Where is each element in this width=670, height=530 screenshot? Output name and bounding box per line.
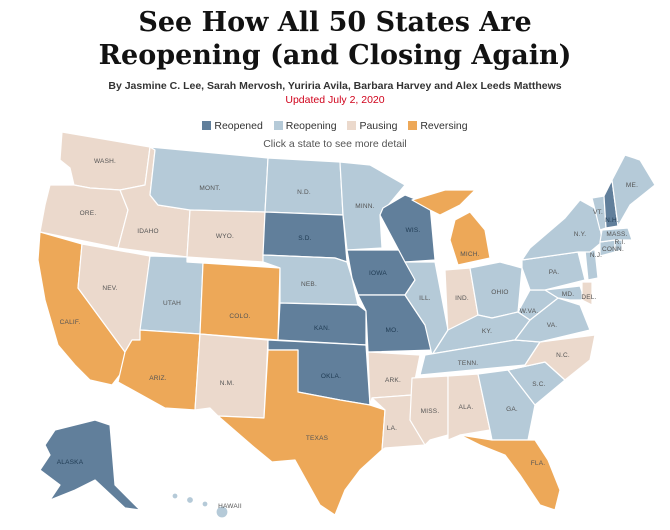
byline: By Jasmine C. Lee, Sarah Mervosh, Yuriri… xyxy=(108,80,562,92)
state-ma[interactable] xyxy=(599,227,633,243)
state-label-tx: TEXAS xyxy=(306,435,329,442)
state-label-ne: NEB. xyxy=(301,281,317,288)
title-line-2: Reopening (and Closing Again) xyxy=(98,40,572,71)
state-ut[interactable] xyxy=(139,255,204,335)
state-label-hi: HAWAII xyxy=(218,503,242,510)
legend-swatch xyxy=(273,121,283,130)
state-label-ny: N.Y. xyxy=(574,231,587,238)
state-mn[interactable] xyxy=(339,161,406,251)
state-ak[interactable] xyxy=(39,419,141,511)
map-hint: Click a state to see more detail xyxy=(263,138,407,150)
state-label-ia: IOWA xyxy=(369,270,387,277)
state-de[interactable] xyxy=(581,281,593,306)
state-label-mo: MO. xyxy=(386,327,399,334)
legend-item-pausing: Pausing xyxy=(347,120,397,132)
state-nd[interactable] xyxy=(264,157,344,216)
legend-item-reopened: Reopened xyxy=(202,120,263,132)
state-label-sc: S.C. xyxy=(532,381,545,388)
state-label-de: DEL. xyxy=(581,294,596,301)
legend-item-reversing: Reversing xyxy=(408,120,468,132)
legend-swatch xyxy=(347,121,357,130)
state-label-ak: ALASKA xyxy=(57,459,84,466)
state-label-az: ARIZ. xyxy=(149,375,167,382)
state-label-nd: N.D. xyxy=(297,189,311,196)
state-me[interactable] xyxy=(611,154,656,227)
state-label-ga: GA. xyxy=(506,406,518,413)
state-label-oh: OHIO xyxy=(491,289,508,296)
state-label-mi: MICH. xyxy=(460,251,479,258)
state-label-sd: S.D. xyxy=(298,235,311,242)
state-label-id: IDAHO xyxy=(137,228,159,235)
state-label-vt: VT. xyxy=(593,209,603,216)
state-label-md: MD. xyxy=(562,291,575,298)
state-label-mn: MINN. xyxy=(355,203,374,210)
state-mi[interactable] xyxy=(411,189,476,216)
state-label-ca: CALIF. xyxy=(60,319,81,326)
state-label-ky: KY. xyxy=(482,328,492,335)
page-title: See How All 50 States Are Reopening (and… xyxy=(0,6,670,72)
state-co[interactable] xyxy=(199,262,281,341)
state-label-nh: N.H. xyxy=(605,217,619,224)
state-label-la: LA. xyxy=(387,425,397,432)
state-label-mt: MONT. xyxy=(199,185,220,192)
updated-date: Updated July 2, 2020 xyxy=(285,94,385,106)
state-label-pa: PA. xyxy=(549,269,560,276)
legend-item-reopening: Reopening xyxy=(273,120,337,132)
state-label-wy: WYO. xyxy=(216,233,234,240)
state-label-fl: FLA. xyxy=(531,460,546,467)
state-label-nm: N.M. xyxy=(220,380,235,387)
state-label-wi: WIS. xyxy=(406,227,421,234)
legend-swatch xyxy=(408,121,418,130)
state-md[interactable] xyxy=(544,285,586,301)
legend-label: Pausing xyxy=(359,120,398,132)
state-label-me: ME. xyxy=(626,182,638,189)
state-label-in: IND. xyxy=(455,295,469,302)
state-nm[interactable] xyxy=(194,333,269,419)
state-label-wv: W.VA. xyxy=(520,308,539,315)
legend-label: Reversing xyxy=(420,120,468,132)
state-label-tn: TENN. xyxy=(458,360,479,367)
state-ks[interactable] xyxy=(277,302,367,346)
legend: Reopened Reopening Pausing Reversing xyxy=(0,120,670,132)
state-hi[interactable] xyxy=(171,492,229,519)
state-al[interactable] xyxy=(447,373,491,441)
state-label-ct: CONN. xyxy=(602,246,624,253)
state-label-co: COLO. xyxy=(229,313,250,320)
state-label-ms: MISS. xyxy=(421,408,440,415)
state-fl[interactable] xyxy=(459,434,561,511)
title-line-1: See How All 50 States Are xyxy=(138,7,532,38)
state-label-or: ORE. xyxy=(80,210,97,217)
state-label-va: VA. xyxy=(547,322,558,329)
state-il[interactable] xyxy=(404,261,449,356)
state-label-ri: R.I. xyxy=(615,239,626,246)
state-label-nj: N.J. xyxy=(590,252,602,259)
state-label-wa: WASH. xyxy=(94,158,116,165)
state-label-ok: OKLA. xyxy=(321,373,341,380)
state-mt[interactable] xyxy=(149,146,269,213)
legend-label: Reopening xyxy=(285,120,337,132)
state-label-nc: N.C. xyxy=(556,352,570,359)
state-label-ma: MASS. xyxy=(606,231,627,238)
state-label-nv: NEV. xyxy=(102,285,117,292)
state-label-ar: ARK. xyxy=(385,377,401,384)
state-label-ks: KAN. xyxy=(314,325,330,332)
state-label-ut: UTAH xyxy=(163,300,181,307)
state-ny[interactable] xyxy=(521,199,603,261)
state-label-al: ALA. xyxy=(459,404,474,411)
legend-label: Reopened xyxy=(214,120,263,132)
state-tx[interactable] xyxy=(217,349,386,516)
state-az[interactable] xyxy=(117,329,201,411)
state-nc[interactable] xyxy=(507,334,596,381)
legend-swatch xyxy=(202,121,212,130)
state-mi-lower[interactable] xyxy=(449,211,491,266)
state-label-il: ILL. xyxy=(419,295,431,302)
state-wi[interactable] xyxy=(379,194,436,263)
